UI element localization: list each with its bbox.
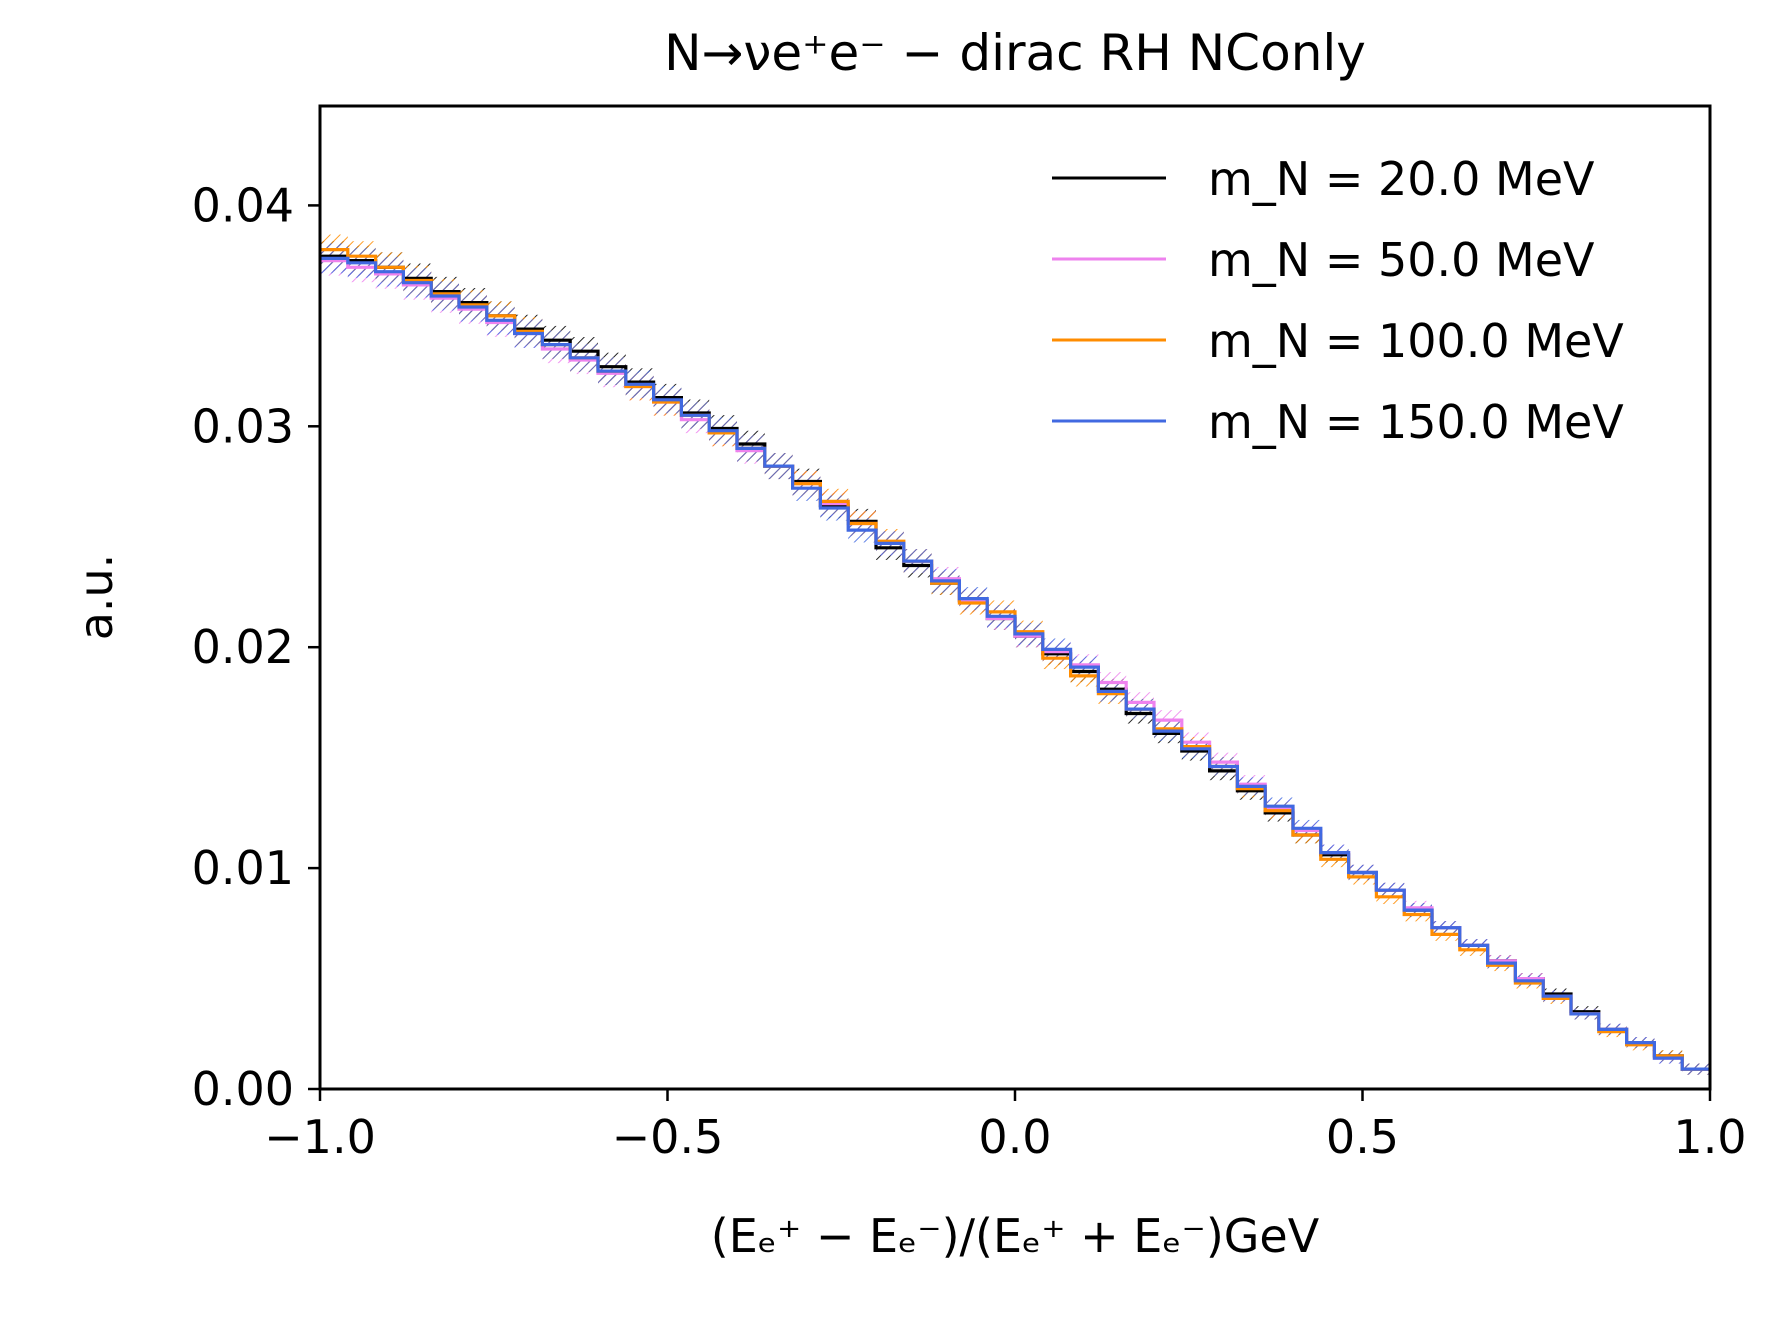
x-tick-label: 1.0 [1673, 1110, 1746, 1164]
chart-title: N→νe⁺e⁻ − dirac RH NConly [664, 24, 1366, 82]
y-tick-label: 0.01 [192, 841, 294, 895]
x-tick-label: 0.0 [978, 1110, 1051, 1164]
series-lines [320, 248, 1710, 1071]
legend-label: m_N = 20.0 MeV [1208, 152, 1595, 206]
x-tick-label: 0.5 [1326, 1110, 1399, 1164]
series-line [320, 248, 1710, 1071]
legend: m_N = 20.0 MeV m_N = 50.0 MeV m_N = 100.0 … [1052, 152, 1624, 449]
x-axis-label: (Eₑ⁺ − Eₑ⁻)/(Eₑ⁺ + Eₑ⁻)GeV [711, 1209, 1320, 1263]
legend-label: m_N = 50.0 MeV [1208, 233, 1595, 287]
y-tick-label: 0.04 [192, 178, 294, 232]
x-tick-label: −0.5 [612, 1110, 724, 1164]
y-axis: 0.00 0.01 0.02 0.03 0.04 [192, 178, 320, 1116]
y-tick-label: 0.02 [192, 620, 294, 674]
legend-label: m_N = 100.0 MeV [1208, 314, 1624, 368]
y-tick-label: 0.03 [192, 399, 294, 453]
x-axis: −1.0 −0.5 0.0 0.5 1.0 [264, 1089, 1747, 1164]
legend-label: m_N = 150.0 MeV [1208, 395, 1624, 449]
series-line [320, 259, 1710, 1071]
series-line [320, 254, 1710, 1071]
x-tick-label: −1.0 [264, 1110, 376, 1164]
series-line [320, 256, 1710, 1071]
y-axis-label: a.u. [69, 554, 123, 641]
y-tick-label: 0.00 [192, 1062, 294, 1116]
